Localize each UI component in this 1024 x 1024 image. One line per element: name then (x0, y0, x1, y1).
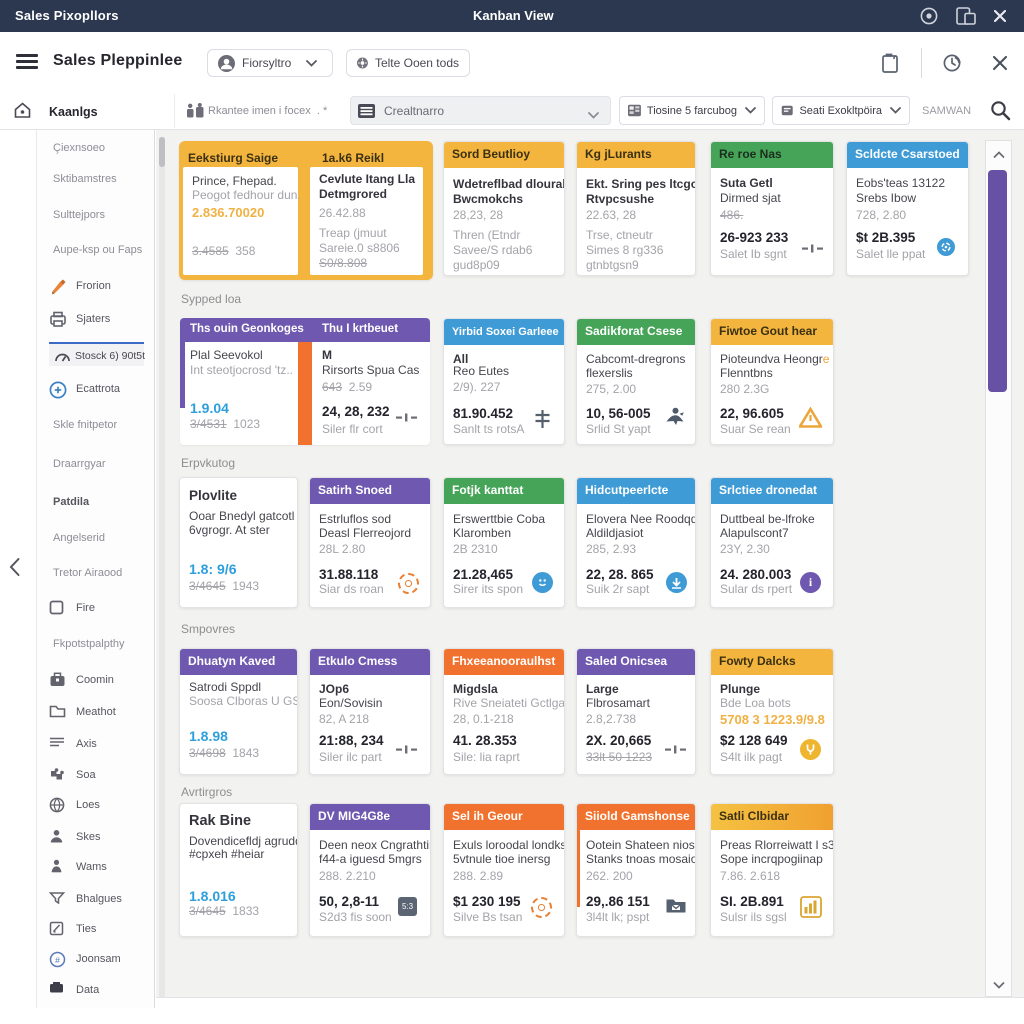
svg-text:#: # (55, 955, 60, 965)
